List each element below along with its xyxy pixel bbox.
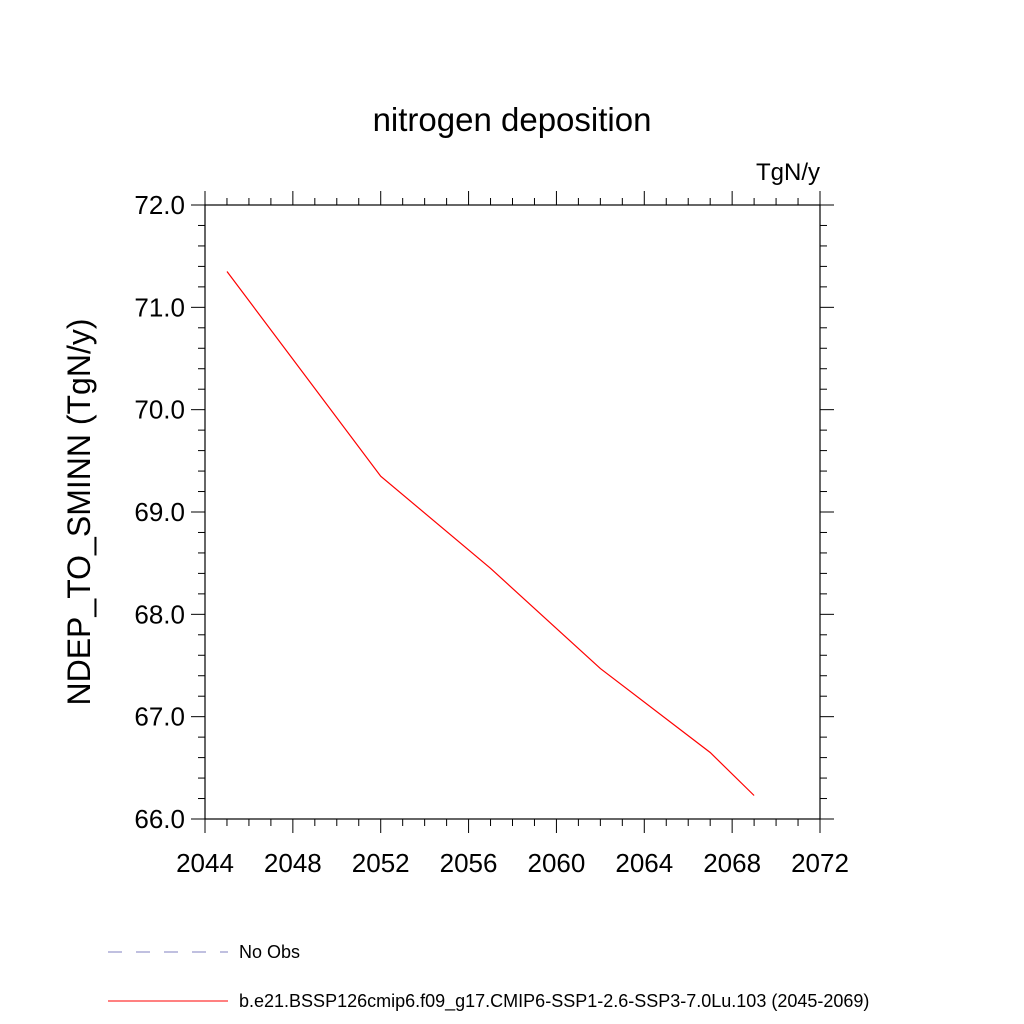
y-tick-label: 71.0: [134, 292, 185, 322]
x-tick-label: 2068: [703, 848, 761, 878]
x-tick-label: 2048: [264, 848, 322, 878]
y-tick-label: 69.0: [134, 497, 185, 527]
y-tick-label: 70.0: [134, 395, 185, 425]
legend-label: b.e21.BSSP126cmip6.f09_g17.CMIP6-SSP1-2.…: [239, 991, 869, 1012]
x-tick-label: 2052: [352, 848, 410, 878]
x-tick-label: 2060: [528, 848, 586, 878]
x-tick-label: 2044: [176, 848, 234, 878]
y-tick-label: 67.0: [134, 702, 185, 732]
y-axis-label: NDEP_TO_SMINN (TgN/y): [61, 318, 97, 705]
x-tick-label: 2056: [440, 848, 498, 878]
legend-label: No Obs: [239, 942, 300, 962]
series-line: [226, 271, 755, 796]
y-tick-label: 68.0: [134, 599, 185, 629]
legend: No Obs b.e21.BSSP126cmip6.f09_g17.CMIP6-S…: [108, 942, 869, 1012]
plot-frame: [204, 204, 821, 820]
x-tick-label: 2064: [615, 848, 673, 878]
chart-title: nitrogen deposition: [373, 101, 652, 138]
plot-area: 2044 2048 2052 2056 2060 2064 2068 2072 66.0 67.0…: [134, 190, 849, 878]
units-label: TgN/y: [756, 159, 820, 186]
x-tick-label: 2072: [791, 848, 849, 878]
y-tick-label: 66.0: [134, 804, 185, 834]
y-tick-label: 72.0: [134, 190, 185, 220]
